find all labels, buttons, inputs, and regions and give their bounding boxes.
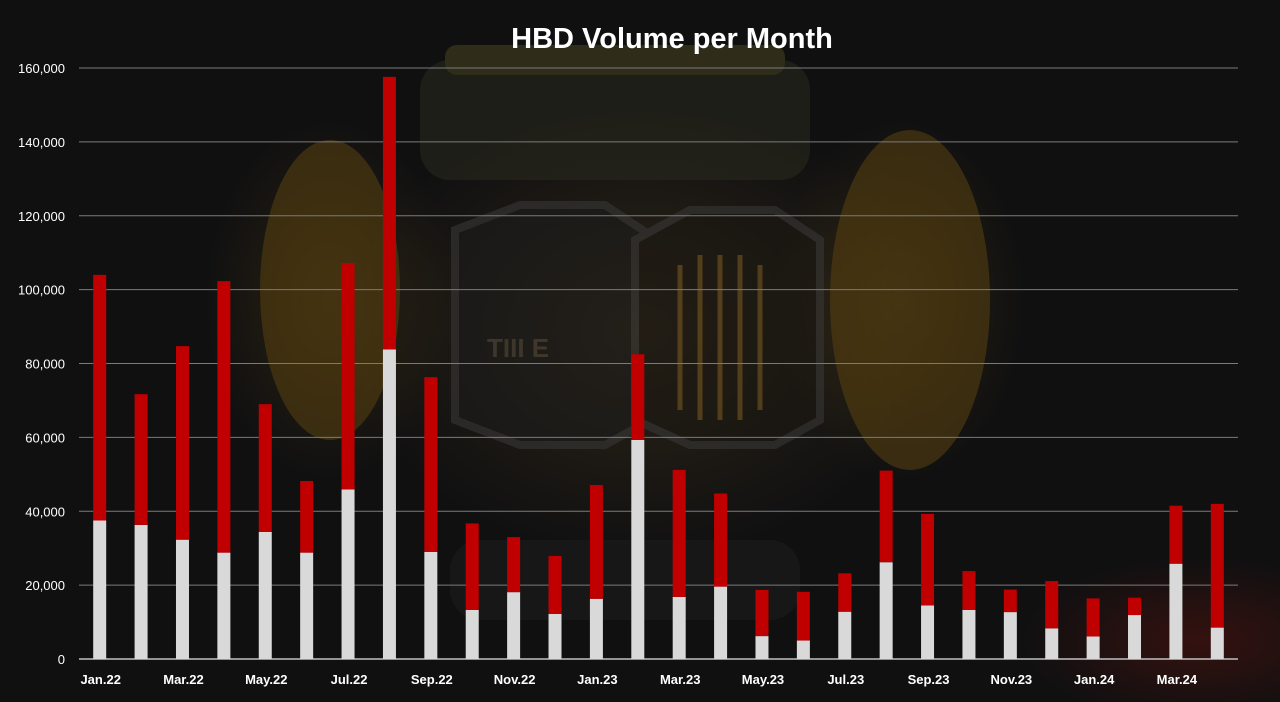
y-tick-label: 40,000 [25, 504, 65, 519]
x-tick-label: Sep.23 [908, 672, 950, 687]
bar-segment-base-Jan.24 [1086, 636, 1100, 659]
bar-segment-top-Jul.22 [341, 263, 355, 490]
bar-segment-base-Jan.22 [93, 520, 107, 659]
y-tick-label: 140,000 [18, 135, 65, 150]
bar-segment-base-Nov.22 [507, 592, 521, 659]
bar-segment-base-May.22 [258, 531, 272, 659]
bar-segment-base-Apr.22 [217, 552, 231, 659]
bar-segment-base-Aug.23 [879, 562, 893, 659]
bar-segment-base-Apr.24 [1210, 627, 1224, 659]
x-axis-ticks: Jan.22 Mar.22 May.22 Jul.22 Sep.22 Nov.22 Jan.… [80, 672, 1197, 687]
gridlines [79, 67, 1238, 660]
bar-segment-base-Apr.23 [714, 586, 728, 659]
bar-segment-top-Oct.22 [465, 523, 479, 610]
y-tick-label: 120,000 [18, 209, 65, 224]
bar-segment-top-Mar.24 [1169, 505, 1183, 564]
bar-segment-top-Mar.23 [672, 469, 686, 597]
bar-segment-top-Jul.23 [838, 573, 852, 612]
bar-segment-top-Dec.23 [1045, 581, 1059, 629]
watermark-text: TIII E [487, 333, 549, 363]
bar-segment-base-Jun.22 [300, 552, 314, 659]
bar-segment-top-Apr.22 [217, 281, 231, 553]
bar-segment-top-May.22 [258, 404, 272, 532]
bar-segment-base-Feb.22 [134, 524, 148, 659]
y-tick-label: 60,000 [25, 430, 65, 445]
bar-segment-base-Jun.23 [796, 640, 810, 659]
bar-segment-base-Jul.22 [341, 489, 355, 659]
x-tick-label: Jan.23 [577, 672, 617, 687]
x-tick-label: Mar.24 [1157, 672, 1198, 687]
bar-segment-top-Feb.22 [134, 394, 148, 525]
bar-segment-top-Jan.24 [1086, 598, 1100, 637]
x-tick-label: Mar.23 [660, 672, 700, 687]
bar-segment-base-Sep.22 [424, 551, 438, 659]
bar-segment-top-Apr.24 [1210, 503, 1224, 628]
bar-segment-base-Mar.24 [1169, 563, 1183, 659]
bar-segment-top-Apr.23 [714, 493, 728, 587]
x-tick-label: Jan.24 [1074, 672, 1115, 687]
bar-segment-base-Oct.23 [962, 609, 976, 659]
bar-segment-base-May.23 [755, 636, 769, 659]
bar-segment-base-Jul.23 [838, 611, 852, 659]
bar-segment-top-Aug.23 [879, 470, 893, 563]
x-tick-label: Jul.23 [827, 672, 864, 687]
bar-segment-top-Mar.22 [175, 346, 189, 540]
y-tick-label: 160,000 [18, 61, 65, 76]
y-tick-label: 100,000 [18, 283, 65, 298]
bar-segment-base-Mar.23 [672, 596, 686, 659]
y-tick-label: 80,000 [25, 357, 65, 372]
bar-segment-base-Feb.23 [631, 439, 645, 659]
x-tick-label: Nov.23 [991, 672, 1033, 687]
chart-title: HBD Volume per Month [511, 23, 833, 55]
x-tick-label: Sep.22 [411, 672, 453, 687]
bar-segment-top-Nov.23 [1003, 589, 1017, 613]
x-tick-label: May.22 [245, 672, 287, 687]
bar-segment-top-Feb.24 [1128, 597, 1142, 616]
x-tick-label: Mar.22 [163, 672, 203, 687]
bar-segment-top-May.23 [755, 589, 769, 637]
bar-segment-top-Jan.23 [589, 485, 603, 599]
bar-segment-top-Sep.23 [921, 513, 935, 606]
bar-segment-base-Nov.23 [1003, 612, 1017, 659]
y-tick-label: 0 [58, 652, 65, 667]
bar-segment-top-Oct.23 [962, 571, 976, 610]
x-tick-label: Nov.22 [494, 672, 536, 687]
x-tick-label: Jul.22 [331, 672, 368, 687]
bar-segment-top-Dec.22 [548, 555, 562, 614]
bar-segment-base-Mar.22 [175, 539, 189, 659]
bar-segment-top-Feb.23 [631, 354, 645, 440]
bar-segment-base-Aug.22 [382, 349, 396, 659]
bars [93, 76, 1224, 659]
bar-segment-top-Nov.22 [507, 537, 521, 593]
bar-segment-top-Jun.23 [796, 591, 810, 641]
bar-segment-top-Sep.22 [424, 377, 438, 552]
bar-segment-base-Sep.23 [921, 605, 935, 659]
bar-segment-top-Jan.22 [93, 274, 107, 521]
bar-segment-base-Jan.23 [589, 598, 603, 659]
bar-segment-top-Aug.22 [382, 76, 396, 350]
y-axis-ticks: 0 20,000 40,000 60,000 80,000 100,000 120,000 1… [18, 61, 65, 667]
bar-segment-base-Dec.22 [548, 613, 562, 659]
x-tick-label: Jan.22 [80, 672, 120, 687]
bar-segment-top-Jun.22 [300, 480, 314, 553]
y-tick-label: 20,000 [25, 578, 65, 593]
bar-segment-base-Dec.23 [1045, 628, 1059, 659]
bar-segment-base-Feb.24 [1128, 615, 1142, 659]
bar-segment-base-Oct.22 [465, 609, 479, 659]
x-tick-label: May.23 [742, 672, 784, 687]
